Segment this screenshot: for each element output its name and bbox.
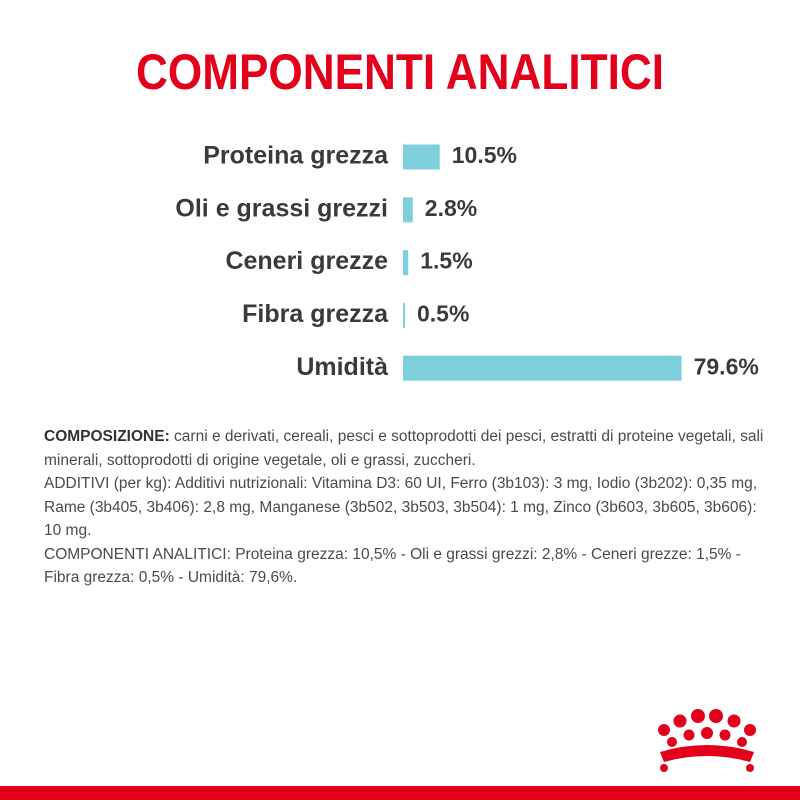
composition-label: COMPOSIZIONE: [44,428,170,445]
chart-title: COMPONENTI ANALITICI [136,44,664,100]
category-label: Fibra grezza [242,300,389,328]
value-label: 2.8% [425,195,477,221]
category-label: Ceneri grezze [225,247,388,275]
composition: COMPOSIZIONE: carni e derivati, cereali,… [44,425,766,590]
category-label: Proteina grezza [203,142,389,170]
composition-text: carni e derivati, cereali, pesci e sotto… [44,428,764,469]
value-label: 0.5% [417,300,469,326]
category-label: Oli e grassi grezzi [175,194,388,222]
composition-paragraph: COMPOSIZIONE: carni e derivati, cereali,… [44,425,766,472]
value-label: 1.5% [420,248,472,274]
value-label: 10.5% [452,142,517,168]
additives-text: ADDITIVI (per kg): Additivi nutrizionali… [44,475,758,539]
value-label: 79.6% [694,353,759,379]
footer [0,709,800,800]
footer-band [0,786,800,800]
bar [403,250,409,276]
bar [403,355,682,381]
bar [403,144,440,170]
chart: COMPONENTI ANALITICI Proteina grezza 10.5… [136,44,759,381]
logo [658,709,756,772]
analytic-text: COMPONENTI ANALITICI: Proteina grezza: 1… [44,545,741,587]
category-label: Umidità [296,353,388,381]
bar [403,197,413,223]
bar [403,302,405,328]
